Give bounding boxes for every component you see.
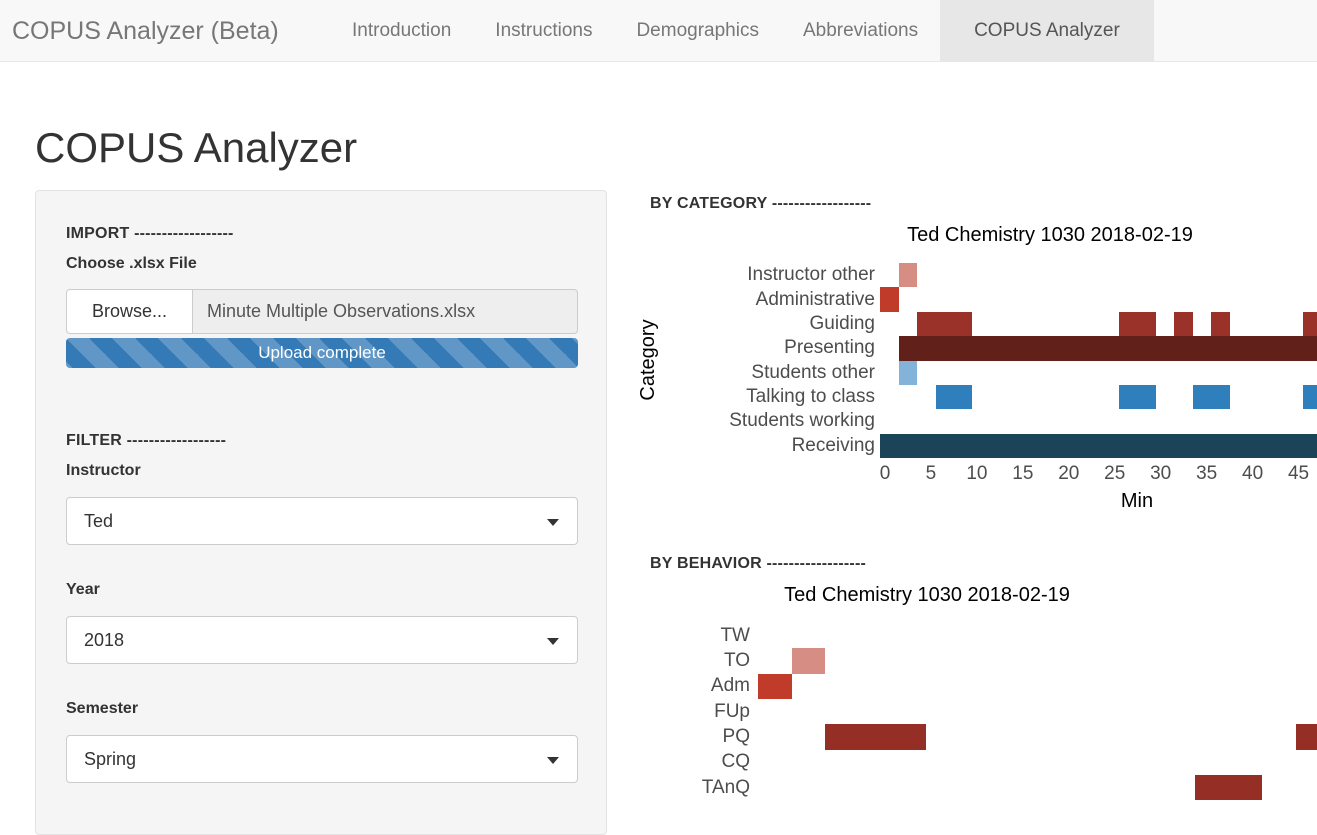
y-axis-label: TW [720, 624, 750, 646]
filter-heading: FILTER ------------------ [66, 432, 227, 449]
import-heading: IMPORT ------------------ [66, 225, 234, 242]
semester-select-value: Spring [84, 749, 137, 769]
instructor-select-value: Ted [84, 511, 114, 531]
chart-tile [1211, 311, 1230, 337]
x-axis-tick: 45 [1287, 463, 1310, 484]
page-title: COPUS Analyzer [35, 124, 358, 171]
chart-tile [898, 360, 918, 385]
y-axis-label: Students working [729, 410, 875, 432]
nav-tab-copus-analyzer[interactable]: COPUS Analyzer [940, 0, 1154, 62]
category-chart-xlabel: Min [1120, 490, 1154, 512]
y-axis-label: FUp [714, 700, 750, 722]
x-axis-tick: 30 [1150, 463, 1172, 484]
chart-tile [898, 336, 1317, 361]
year-label: Year [66, 581, 100, 598]
x-axis-tick: 20 [1058, 463, 1080, 484]
y-axis-label: TO [723, 649, 750, 671]
instructor-label: Instructor [66, 462, 141, 479]
instructor-select[interactable]: Ted [66, 497, 578, 545]
y-axis-label: Adm [710, 675, 750, 697]
y-axis-label: Guiding [809, 312, 876, 334]
by-behavior-heading: BY BEHAVIOR ------------------ [650, 555, 866, 572]
chart-tile [1119, 311, 1157, 337]
year-select[interactable]: 2018 [66, 616, 578, 664]
chart-tile [1303, 384, 1317, 410]
chart-tile [1303, 311, 1317, 337]
y-axis-label: CQ [721, 751, 751, 773]
behavior-chart-title: Ted Chemistry 1030 2018-02-19 [784, 584, 1070, 606]
category-chart-title: Ted Chemistry 1030 2018-02-19 [907, 224, 1193, 246]
y-axis-label: PQ [722, 725, 750, 747]
y-axis-label: Instructor other [747, 264, 875, 286]
chart-tile [758, 673, 792, 699]
nav-tab-demographics[interactable]: Demographics [636, 20, 759, 41]
chevron-down-icon [547, 519, 559, 526]
x-axis-tick: 5 [925, 463, 937, 484]
x-axis-tick: 40 [1242, 463, 1264, 484]
y-axis-label: Receiving [791, 434, 875, 456]
nav-tab-introduction[interactable]: Introduction [352, 20, 452, 41]
app-brand[interactable]: COPUS Analyzer (Beta) [12, 17, 279, 45]
chart-tile [1192, 384, 1230, 410]
x-axis-tick: 25 [1104, 463, 1126, 484]
chart-tile [1194, 774, 1262, 801]
y-axis-label: Presenting [784, 337, 875, 359]
y-axis-label: Students other [751, 361, 875, 383]
x-axis-tick: 10 [966, 463, 988, 484]
upload-progress-bar: Upload complete [66, 338, 578, 368]
chart-tile [791, 648, 826, 674]
by-category-heading: BY CATEGORY ------------------ [650, 195, 872, 212]
nav-tabs: Introduction Instructions Demographics Abbr… [330, 0, 1154, 62]
nav-tab-instructions[interactable]: Instructions [495, 20, 593, 41]
sidebar-panel: IMPORT ------------------ Choose .xlsx F… [35, 190, 607, 835]
file-input-label: Choose .xlsx File [66, 255, 197, 272]
semester-select[interactable]: Spring [66, 735, 578, 783]
chart-tile [935, 384, 973, 410]
chart-tile [917, 311, 973, 337]
y-axis-label: Talking to class [746, 386, 875, 408]
file-name-field: Minute Multiple Observations.xlsx [193, 289, 578, 334]
chart-tile [1119, 384, 1157, 410]
navbar: COPUS Analyzer (Beta) Introduction Instru… [0, 0, 1317, 62]
chevron-down-icon [547, 757, 559, 764]
semester-label: Semester [66, 700, 139, 717]
chart-tile [880, 287, 899, 312]
x-axis-tick: 35 [1196, 463, 1218, 484]
x-axis-tick: 15 [1012, 463, 1034, 484]
chart-tile [898, 263, 918, 288]
chart-tile [1174, 311, 1193, 337]
browse-button[interactable]: Browse... [66, 289, 193, 334]
y-axis-label: TAnQ [701, 776, 750, 798]
file-input: Browse... Minute Multiple Observations.x… [66, 289, 578, 334]
chevron-down-icon [547, 638, 559, 645]
y-axis-label: Administrative [755, 288, 875, 310]
x-axis-tick: 0 [879, 463, 891, 484]
chart-tile [880, 433, 1317, 459]
nav-tab-abbreviations[interactable]: Abbreviations [802, 20, 919, 41]
chart-tile [1295, 724, 1317, 750]
chart-tile [825, 724, 926, 750]
year-select-value: 2018 [84, 630, 125, 650]
